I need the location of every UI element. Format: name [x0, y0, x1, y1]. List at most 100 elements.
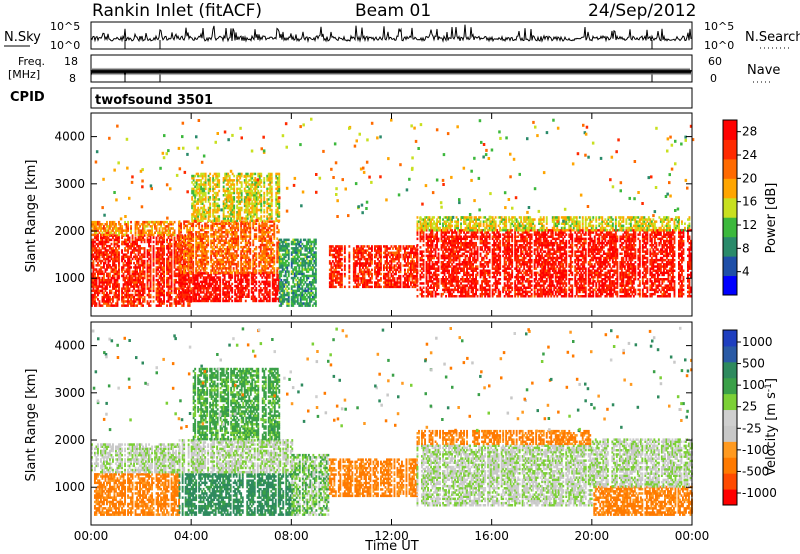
power-cells-cell-963 — [155, 259, 158, 263]
power-cells-cell-578 — [127, 247, 129, 250]
power-cells-cell-3243 — [262, 252, 265, 255]
power-cells-cell-1107 — [163, 240, 165, 244]
power-cells-cell-468 — [121, 295, 123, 299]
power-cells-cell-4520 — [298, 272, 301, 276]
power-cells-cell-685 — [134, 274, 137, 278]
power-cells-cell-2401 — [183, 256, 186, 259]
power-cells-cell-27 — [92, 302, 95, 305]
power-cells-cell-110 — [97, 285, 99, 288]
power-cells-cell-4836 — [334, 264, 337, 267]
power-cells-cell-585 — [128, 300, 131, 303]
power-cells-cell-4208 — [276, 179, 279, 182]
power-cells-cell-3235 — [261, 220, 264, 223]
power-cells-cell-2139 — [240, 280, 243, 284]
power-cells-cell-2065 — [228, 293, 231, 296]
power-cells-cell-4772 — [328, 285, 331, 289]
power-cells-cell-2895 — [229, 267, 232, 270]
power-cells-cell-1737 — [173, 233, 176, 237]
power-cells-cell-3068 — [244, 250, 247, 253]
power-cells-cell-4806 — [331, 277, 334, 280]
power-cells-cell-3126 — [249, 237, 252, 240]
power-cells-cell-366 — [113, 274, 116, 278]
power-cells-cell-2470 — [189, 237, 192, 240]
power-cells-cell-1875 — [199, 287, 202, 290]
power-cells-cell-1776 — [183, 282, 186, 286]
power-cells-cell-4735 — [313, 272, 316, 276]
power-cells-cell-2900 — [229, 254, 232, 257]
power-cells-cell-1907 — [204, 282, 207, 286]
power-cells-cell-244 — [106, 302, 108, 305]
power-cells-cell-500 — [122, 266, 125, 269]
power-cells-cell-3451 — [194, 206, 197, 210]
power-cells-cell-95 — [95, 257, 98, 261]
power-cells-cell-2807 — [220, 220, 223, 223]
power-cells-cell-2884 — [228, 248, 231, 251]
power-cells-cell-2848 — [225, 254, 228, 257]
power-cells-cell-4227 — [278, 177, 281, 180]
power-cells-cell-1549 — [109, 227, 111, 230]
power-cells-cell-2228 — [255, 276, 258, 279]
power-cells-cell-826 — [143, 295, 146, 299]
power-cells-cell-3890 — [243, 217, 246, 220]
power-cells-cell-4611 — [304, 255, 307, 259]
power-cells-cell-953 — [155, 289, 158, 293]
power-cells-cell-2797 — [220, 243, 223, 247]
power-cells-cell-1857 — [196, 278, 199, 281]
power-cells-cell-5 — [91, 293, 93, 297]
power-cells-cell-1322 — [179, 274, 182, 278]
power-cells-cell-2982 — [235, 231, 238, 234]
power-cells-cell-1613 — [134, 229, 137, 232]
power-cells-cell-1092 — [163, 276, 165, 280]
power-cells-cell-384 — [115, 304, 117, 307]
power-cells-cell-1908 — [204, 280, 207, 284]
power-cells-cell-2479 — [190, 258, 193, 262]
power-cells-cell-3099 — [247, 267, 250, 270]
power-cells-cell-2626 — [204, 254, 207, 257]
power-cells-cell-4787 — [330, 283, 333, 286]
power-cells-cell-1166 — [169, 291, 171, 295]
power-cells-cell-2405 — [183, 243, 186, 247]
power-cells-cell-2631 — [204, 241, 207, 245]
power-cells-cell-3488 — [197, 191, 200, 195]
power-cells-cell-2163 — [244, 287, 247, 290]
power-cells-cell-3980 — [251, 206, 254, 210]
power-cells-cell-3562 — [203, 172, 206, 176]
power-cells-cell-4725 — [313, 302, 316, 305]
power-cells-cell-3924 — [246, 215, 249, 218]
power-cells-cell-1690 — [158, 229, 161, 232]
power-cells-cell-229 — [104, 270, 107, 273]
power-cells-cell-1113 — [166, 293, 168, 297]
power-cells-cell-4683 — [310, 300, 313, 303]
power-cells-cell-3752 — [227, 187, 230, 191]
power-cells-cell-3785 — [230, 196, 233, 199]
power-cells-cell-3253 — [262, 228, 265, 232]
power-cells-cell-3679 — [216, 172, 219, 176]
power-cells-cell-3592 — [207, 187, 210, 191]
power-cells-cell-4458 — [293, 255, 296, 259]
power-cells-cell-3122 — [249, 250, 252, 253]
power-cells-cell-4537 — [299, 293, 302, 297]
power-cells-cell-1491 — [92, 227, 95, 230]
power-cells-cell-4343 — [284, 247, 287, 250]
power-cells-cell-3023 — [240, 224, 243, 228]
power-cells-cell-4315 — [283, 268, 286, 271]
power-cells-cell-246 — [106, 298, 108, 301]
power-cells-cell-3192 — [258, 237, 261, 240]
power-cells-cell-403 — [115, 253, 117, 256]
power-cells-cell-2503 — [192, 245, 195, 249]
power-cells-cell-561 — [127, 287, 129, 290]
power-cells-cell-86 — [95, 285, 98, 288]
power-cells-cell-1057 — [161, 291, 164, 295]
power-cells-cell-3722 — [224, 177, 227, 180]
power-cells-cell-2428 — [186, 254, 189, 257]
power-cells-cell-842 — [143, 251, 146, 254]
power-cells-cell-218 — [103, 236, 105, 239]
power-cells-cell-745 — [137, 244, 140, 248]
power-cells-cell-4031 — [255, 213, 258, 216]
power-cells-cell-4512 — [298, 302, 301, 305]
power-cells-cell-2771 — [219, 267, 222, 270]
power-cells-cell-1603 — [127, 225, 129, 228]
power-cells-cell-2342 — [276, 284, 279, 288]
power-cells-cell-33 — [92, 287, 95, 290]
power-cells-cell-3282 — [265, 260, 268, 264]
